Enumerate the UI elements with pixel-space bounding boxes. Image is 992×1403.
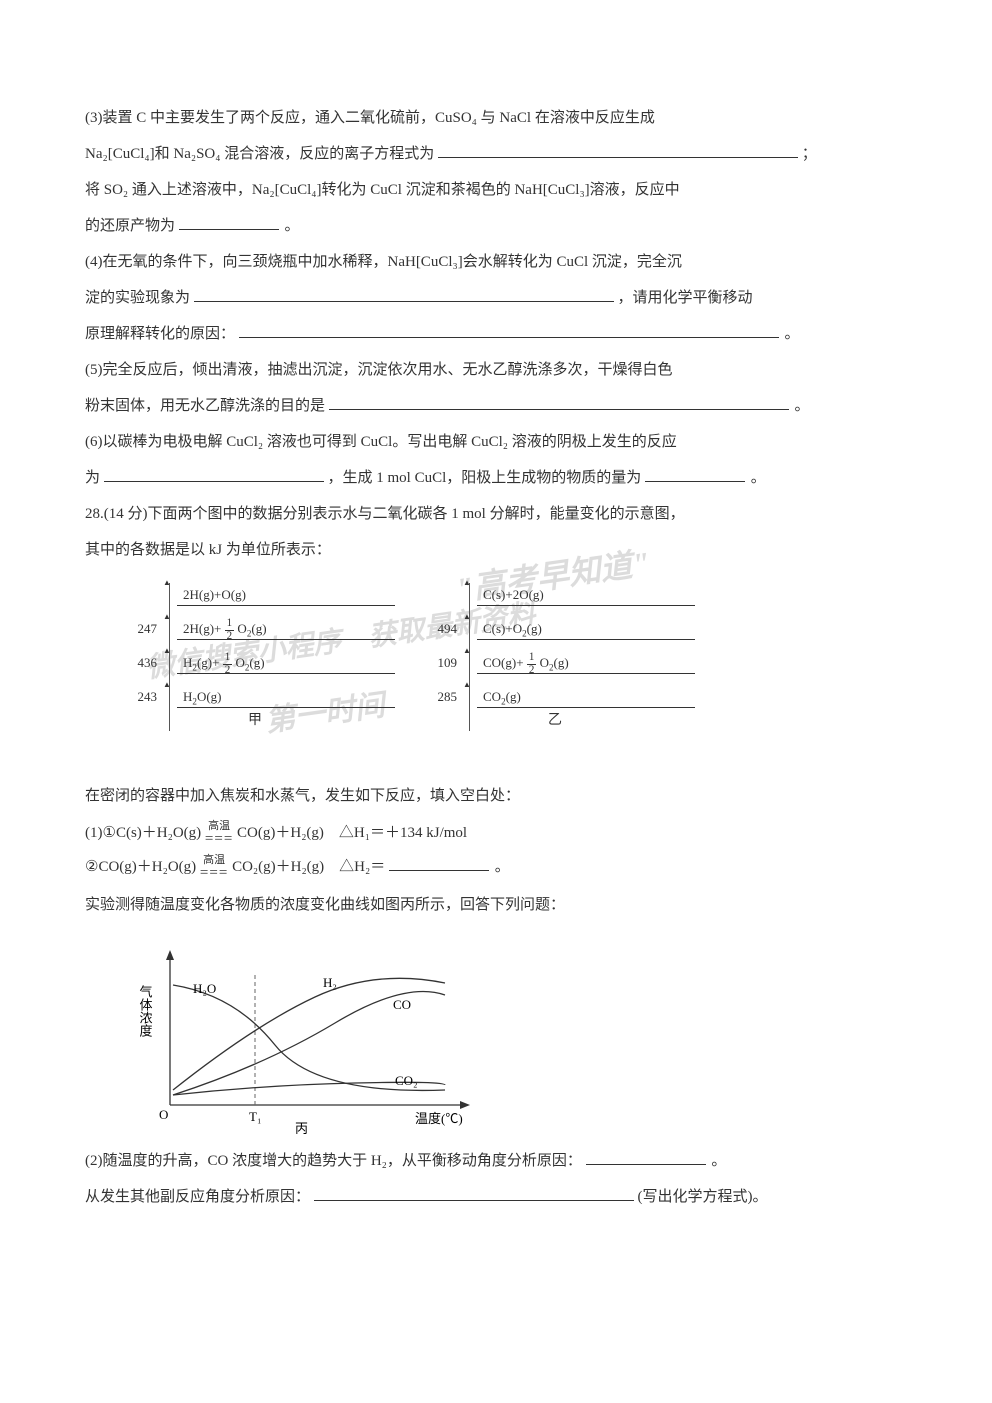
q3-line4: 的还原产物为 。 — [85, 208, 907, 244]
t: 淀的实验现象为 — [85, 290, 190, 306]
q4-line2: 淀的实验现象为 ，请用化学平衡移动 — [85, 280, 907, 316]
t: (1)①C(s)＋H₂O(g) — [85, 825, 201, 841]
q28-after-eq: 实验测得随温度变化各物质的浓度变化曲线如图丙所示，回答下列问题： — [85, 887, 907, 923]
q6-line2: 为 ，生成 1 mol CuCl，阳极上生成物的物质的量为 。 — [85, 460, 907, 496]
ylabel: 气体浓度 — [138, 984, 153, 1037]
q28-line1: 28.(14 分)下面两个图中的数据分别表示水与二氧化碳各 1 mol 分解时，… — [85, 496, 907, 532]
q3-line2: Na₂[CuCl₄]和 Na₂SO₄ 混合溶液，反应的离子方程式为 ； — [85, 136, 907, 172]
blank-side-rxn — [314, 1183, 634, 1201]
n: 247 — [115, 613, 163, 644]
blank-equilib-reason — [586, 1147, 706, 1165]
q28-2a: (2)随温度的升高，CO 浓度增大的趋势大于 H₂，从平衡移动角度分析原因： 。 — [85, 1143, 907, 1179]
cond: 高温 — [205, 821, 233, 832]
energy-row: 109 CO(g)+ 12 O2(g) — [415, 646, 695, 680]
xlabel: 温度(℃) — [415, 1111, 463, 1126]
eq-arrow: 高温 === — [200, 855, 228, 881]
t1-label: T₁ — [249, 1109, 261, 1124]
t: Na₂[CuCl₄]和 Na₂SO₄ 混合溶液，反应的离子方程式为 — [85, 146, 434, 162]
blank-ethanol-purpose — [329, 392, 789, 410]
blank-ionic-eq — [438, 140, 798, 158]
n: 109 — [415, 647, 463, 678]
conc-chart-svg: 气体浓度 温度(℃) O T₁ 丙 H₂O H₂ CO CO₂ — [115, 935, 495, 1135]
lvl: C(s)+2O(g) — [477, 584, 695, 606]
t: 原理解释转化的原因： — [85, 326, 235, 342]
t: 粉末固体，用无水乙醇洗涤的目的是 — [85, 398, 325, 414]
lvl: CO(g)+ 12 O2(g) — [477, 652, 695, 674]
blank-cathode-rxn — [104, 464, 324, 482]
blank-deltaH2 — [389, 853, 489, 871]
t: ； — [802, 146, 817, 162]
t: (写出化学方程式)。 — [638, 1189, 768, 1205]
q6-line1: (6)以碳棒为电极电解 CuCl₂ 溶液也可得到 CuCl。写出电解 CuCl₂… — [85, 424, 907, 460]
energy-col-left: 2H(g)+O(g) 247 2H(g)+ 12 O2(g) 436 H2(g)… — [115, 578, 395, 714]
lvl: 2H(g)+O(g) — [177, 584, 395, 606]
caption-yi: 乙 — [415, 704, 695, 738]
label-co2: CO₂ — [395, 1073, 418, 1088]
eq2: ②CO(g)＋H₂O(g) 高温 === CO₂(g)＋H₂(g) △H₂＝ 。 — [85, 853, 907, 881]
t: 。 — [751, 470, 766, 486]
t: 。 — [795, 398, 810, 414]
energy-row: 2H(g)+O(g) — [115, 578, 395, 612]
energy-row: 494 C(s)+O2(g) — [415, 612, 695, 646]
q4-line3: 原理解释转化的原因： 。 — [85, 316, 907, 352]
energy-row: 247 2H(g)+ 12 O2(g) — [115, 612, 395, 646]
energy-diagram: "高考早知道" 微信搜索小程序 获取最新资料 第一时间 2H(g)+O(g) 2… — [115, 578, 735, 748]
caption-bing: 丙 — [295, 1121, 308, 1135]
conc-chart: 气体浓度 温度(℃) O T₁ 丙 H₂O H₂ CO CO₂ — [115, 935, 495, 1135]
q28-after-diagram: 在密闭的容器中加入焦炭和水蒸气，发生如下反应，填入空白处： — [85, 778, 907, 814]
label-h2: H₂ — [323, 975, 337, 990]
t: 的还原产物为 — [85, 218, 175, 234]
energy-col-right: C(s)+2O(g) 494 C(s)+O2(g) 109 CO(g)+ 12 … — [415, 578, 695, 714]
blank-anode-moles — [645, 464, 745, 482]
t: 将 SO₂ 通入上述溶液中，Na₂[CuCl₄]转化为 CuCl 沉淀和茶褐色的… — [85, 182, 680, 198]
t: (3)装置 C 中主要发生了两个反应，通入二氧化硫前，CuSO₄ 与 NaCl … — [85, 110, 655, 126]
n: 494 — [415, 613, 463, 644]
energy-row: 436 H2(g)+ 12 O2(g) — [115, 646, 395, 680]
lvl: C(s)+O2(g) — [477, 618, 695, 640]
t: 为 — [85, 470, 100, 486]
t: (2)随温度的升高，CO 浓度增大的趋势大于 H₂，从平衡移动角度分析原因： — [85, 1153, 582, 1169]
q5-line1: (5)完全反应后，倾出清液，抽滤出沉淀，沉淀依次用水、无水乙醇洗涤多次，干燥得白… — [85, 352, 907, 388]
t: ，请用化学平衡移动 — [618, 290, 753, 306]
t: CO(g)＋H₂(g) △H₁＝＋134 kJ/mol — [237, 825, 467, 841]
cond: 高温 — [200, 855, 228, 866]
eq-arrow: 高温 === — [205, 821, 233, 847]
q28-line2: 其中的各数据是以 kJ 为单位所表示： — [85, 532, 907, 568]
t: 28.(14 分)下面两个图中的数据分别表示水与二氧化碳各 1 mol 分解时，… — [85, 506, 685, 522]
lvl: H2(g)+ 12 O2(g) — [177, 652, 395, 674]
t: 在密闭的容器中加入焦炭和水蒸气，发生如下反应，填入空白处： — [85, 788, 520, 804]
q4-line1: (4)在无氧的条件下，向三颈烧瓶中加水稀释，NaH[CuCl₃]会水解转化为 C… — [85, 244, 907, 280]
t: ，生成 1 mol CuCl，阳极上生成物的物质的量为 — [328, 470, 642, 486]
t: (6)以碳棒为电极电解 CuCl₂ 溶液也可得到 CuCl。写出电解 CuCl₂… — [85, 434, 677, 450]
t: 。 — [285, 218, 300, 234]
origin: O — [159, 1107, 168, 1122]
t: CO₂(g)＋H₂(g) △H₂＝ — [232, 859, 385, 875]
t: 其中的各数据是以 kJ 为单位所表示： — [85, 542, 331, 558]
t: 。 — [785, 326, 800, 342]
q5-line2: 粉末固体，用无水乙醇洗涤的目的是 。 — [85, 388, 907, 424]
t: 。 — [495, 859, 510, 875]
label-h2o: H₂O — [193, 981, 216, 996]
label-co: CO — [393, 997, 411, 1012]
t: (4)在无氧的条件下，向三颈烧瓶中加水稀释，NaH[CuCl₃]会水解转化为 C… — [85, 254, 682, 270]
blank-reduction-product — [179, 212, 279, 230]
q3-line3: 将 SO₂ 通入上述溶液中，Na₂[CuCl₄]转化为 CuCl 沉淀和茶褐色的… — [85, 172, 907, 208]
blank-reason — [239, 320, 779, 338]
t: ②CO(g)＋H₂O(g) — [85, 859, 196, 875]
eq1: (1)①C(s)＋H₂O(g) 高温 === CO(g)＋H₂(g) △H₁＝＋… — [85, 820, 907, 847]
lvl: 2H(g)+ 12 O2(g) — [177, 618, 395, 640]
q28-2b: 从发生其他副反应角度分析原因： (写出化学方程式)。 — [85, 1179, 907, 1215]
n: 436 — [115, 647, 163, 678]
t: 从发生其他副反应角度分析原因： — [85, 1189, 310, 1205]
energy-row: C(s)+2O(g) — [415, 578, 695, 612]
caption-jia: 甲 — [115, 704, 395, 738]
q3-line1: (3)装置 C 中主要发生了两个反应，通入二氧化硫前，CuSO₄ 与 NaCl … — [85, 100, 907, 136]
t: (5)完全反应后，倾出清液，抽滤出沉淀，沉淀依次用水、无水乙醇洗涤多次，干燥得白… — [85, 362, 673, 378]
blank-phenomenon — [194, 284, 614, 302]
t: 。 — [711, 1153, 726, 1169]
t: 实验测得随温度变化各物质的浓度变化曲线如图丙所示，回答下列问题： — [85, 897, 565, 913]
